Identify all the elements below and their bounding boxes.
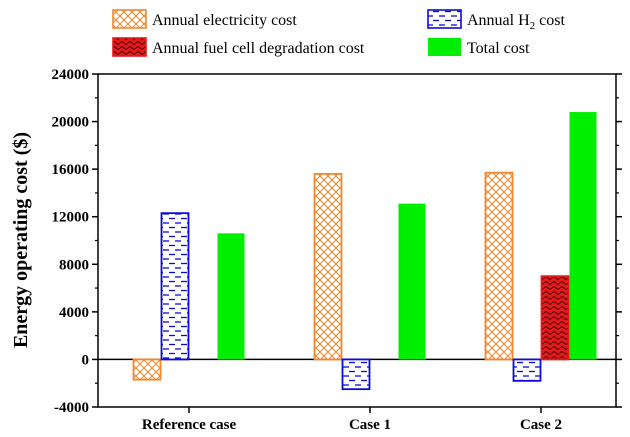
y-tick-label: 12000 — [52, 210, 90, 226]
bar-annual-h2-cost-case-1 — [341, 358, 371, 391]
legend-label-annual-h2-cost: Annual H2 cost — [467, 12, 565, 32]
x-axis-labels: Reference case Case 1 Case 2 — [142, 407, 562, 433]
bar-annual-electricity-cost-reference-case — [132, 358, 162, 381]
y-tick-label: 8000 — [59, 257, 89, 273]
bar-annual-electricity-cost-case-2 — [484, 171, 514, 361]
category-label: Case 1 — [349, 417, 391, 433]
legend-swatch-total-cost — [428, 38, 461, 56]
y-tick-label: 24000 — [52, 67, 90, 83]
legend-swatch-annual-h2-cost — [427, 9, 462, 29]
bar-annual-h2-cost-case-2 — [512, 358, 542, 382]
y-tick-label: 20000 — [52, 115, 90, 131]
y-tick-label: 0 — [82, 352, 90, 368]
bars — [132, 112, 597, 391]
legend-label-annual-fuel-cell-degradation-cost: Annual fuel cell degradation cost — [152, 40, 365, 57]
bar-annual-fuel-cell-degradation-cost-case-2 — [540, 275, 570, 361]
legend-swatch-annual-fuel-cell-degradation-cost — [112, 37, 147, 57]
bar-annual-electricity-cost-case-1 — [313, 172, 343, 361]
y-tick-label: 4000 — [59, 305, 89, 321]
legend: Annual electricity cost Annual H2 cost Ann… — [112, 9, 565, 57]
legend-label-annual-electricity-cost: Annual electricity cost — [152, 12, 297, 29]
y-axis-title: Energy operating cost ($) — [10, 132, 32, 348]
bar-annual-h2-cost-reference-case — [160, 212, 190, 361]
bar-total-cost-case-2 — [569, 112, 597, 360]
y-tick-label: -4000 — [54, 400, 89, 416]
bar-total-cost-case-1 — [398, 203, 426, 360]
bar-total-cost-reference-case — [217, 233, 245, 360]
category-label: Reference case — [142, 417, 237, 433]
legend-swatch-annual-electricity-cost — [112, 9, 147, 29]
category-label: Case 2 — [520, 417, 562, 433]
y-tick-label: 16000 — [52, 162, 90, 178]
legend-label-total-cost: Total cost — [467, 40, 530, 57]
